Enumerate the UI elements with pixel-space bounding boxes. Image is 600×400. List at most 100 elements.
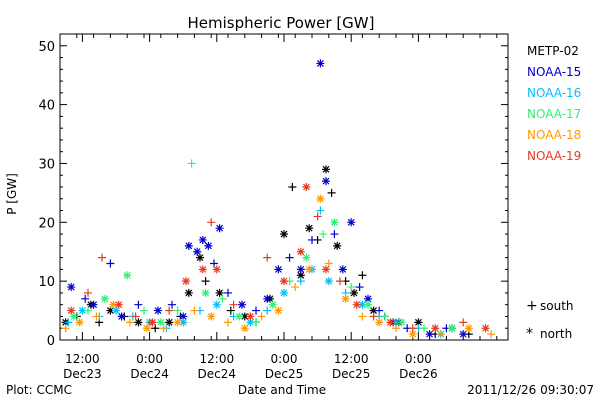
data-point-south [313, 212, 322, 221]
data-point-north [246, 318, 255, 327]
data-point-north [324, 277, 333, 286]
data-point-north [369, 306, 378, 315]
data-point-north [196, 253, 204, 262]
data-point-north [198, 265, 207, 274]
data-point-south [84, 306, 92, 315]
data-point-north [156, 318, 165, 327]
y-tick-label: 40 [38, 99, 55, 114]
data-point-south [459, 318, 468, 327]
plot-timestamp: 2011/12/26 09:30:07 [467, 383, 594, 397]
data-point-north [352, 300, 361, 309]
data-point-north [75, 318, 84, 327]
x-tick-label: 12:00 [65, 352, 100, 366]
data-point-south [98, 253, 106, 262]
legend-entry: METP-02 [527, 44, 579, 58]
data-point-north [431, 324, 440, 333]
data-point-south [134, 300, 143, 309]
data-point-south [380, 312, 389, 321]
data-point-north [316, 59, 325, 68]
data-point-north [215, 288, 224, 297]
data-point-south [319, 230, 328, 239]
data-point-north [238, 300, 246, 309]
data-point-north [274, 265, 283, 274]
data-point-south [84, 288, 92, 297]
data-point-north [201, 288, 210, 297]
data-point-north [280, 288, 288, 297]
x-tick-label: 12:00 [200, 352, 235, 366]
y-tick-label: 20 [38, 216, 55, 231]
data-point-north [459, 330, 468, 339]
data-point-north [212, 265, 221, 274]
data-point-south [487, 330, 496, 339]
marker-legend-label: south [540, 299, 574, 313]
data-point-north [173, 318, 182, 327]
y-axis-label: P [GW] [5, 173, 19, 215]
data-point-north [274, 306, 283, 315]
data-point-north [235, 312, 244, 321]
data-point-north [425, 330, 434, 339]
plot-frame [59, 33, 509, 341]
data-point-north [78, 306, 87, 315]
series-legend: METP-02 NOAA-15 NOAA-16 NOAA-17 NOAA-18 NOAA-… [527, 44, 581, 163]
data-point-north [67, 306, 76, 315]
data-point-south [358, 312, 367, 321]
data-point-south [224, 288, 232, 297]
data-point-south [252, 306, 260, 315]
plot-credit: Plot: CCMC [6, 383, 72, 397]
data-point-south [224, 318, 232, 327]
marker-legend: + south * north [526, 298, 574, 342]
data-point-north [179, 318, 188, 327]
data-point-south [81, 294, 90, 303]
chart-title: Hemispheric Power [GW] [188, 14, 375, 32]
data-point-south [392, 324, 400, 333]
x-axis-label: Date and Time [238, 383, 326, 397]
x-axis-ticks: 12:00Dec230:00Dec2412:00Dec240:00Dec2512… [59, 34, 498, 381]
y-tick-label: 50 [38, 40, 55, 55]
data-point-north [392, 318, 400, 327]
data-point-north [268, 300, 277, 309]
data-point-north [215, 224, 224, 233]
data-point-north [280, 277, 288, 286]
data-point-north [207, 312, 216, 321]
data-point-north [305, 224, 314, 233]
data-point-south [285, 253, 294, 262]
data-point-north [375, 318, 384, 327]
data-point-south [165, 306, 174, 315]
data-point-south [226, 306, 235, 315]
data-point-south [369, 312, 378, 321]
data-point-south [92, 312, 101, 321]
data-point-north [117, 312, 126, 321]
data-point-north [148, 318, 157, 327]
data-point-south [347, 283, 356, 292]
data-point-north [134, 318, 143, 327]
data-point-north [296, 271, 305, 280]
data-point-north [193, 247, 202, 256]
marker-legend-symbol: + [526, 298, 538, 314]
data-point-south [190, 306, 199, 315]
x-tick-day-label: Dec26 [399, 367, 438, 381]
x-tick-day-label: Dec25 [265, 367, 304, 381]
data-point-north [123, 271, 132, 280]
data-point-south [324, 259, 333, 268]
y-tick-label: 0 [47, 334, 55, 349]
y-tick-label: 30 [38, 157, 55, 172]
x-tick-day-label: Dec25 [332, 367, 371, 381]
x-tick-day-label: Dec24 [130, 367, 169, 381]
data-point-south [173, 306, 182, 315]
data-point-south [201, 277, 210, 286]
data-point-north [322, 265, 330, 274]
data-point-north [333, 241, 342, 250]
legend-entry: NOAA-16 [527, 86, 581, 100]
data-point-south [327, 188, 336, 197]
data-point-south [218, 294, 227, 303]
data-point-north [364, 300, 372, 309]
data-point-north [109, 300, 118, 309]
data-point-north [154, 306, 162, 315]
x-tick-day-label: Dec23 [63, 367, 102, 381]
data-point-south [64, 318, 73, 327]
data-point-south [358, 271, 367, 280]
data-point-north [89, 300, 98, 309]
data-point-south [291, 283, 300, 292]
data-point-north [481, 324, 490, 333]
